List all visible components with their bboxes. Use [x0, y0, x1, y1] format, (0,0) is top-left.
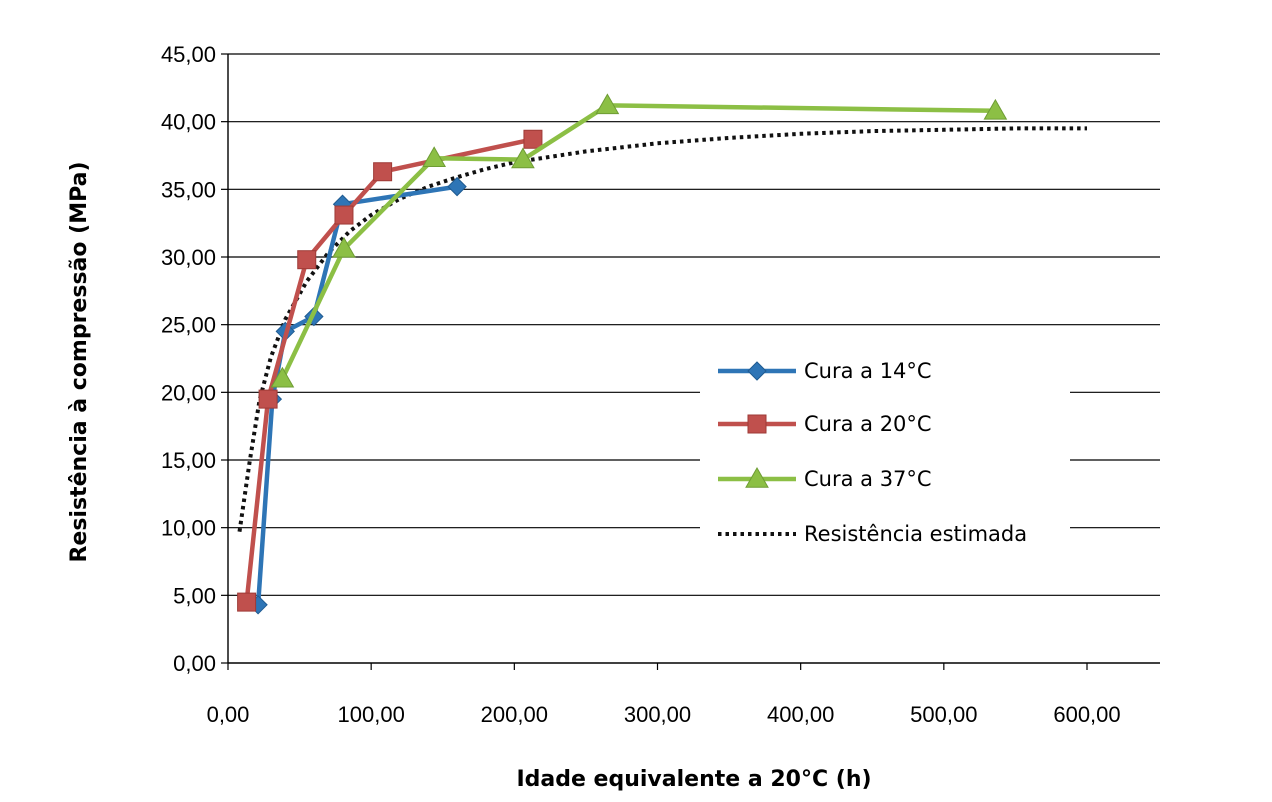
y-tick-label: 20,00: [161, 380, 216, 405]
series-line: [255, 184, 458, 605]
axes: [221, 53, 1160, 670]
y-tick-label: 30,00: [161, 245, 216, 270]
legend-label: Resistência estimada: [804, 522, 1027, 546]
x-axis-title: Idade equivalente a 20°C (h): [516, 767, 871, 792]
data-point: [373, 162, 393, 182]
data-point: [983, 98, 1008, 120]
x-tick-label: 200,00: [481, 702, 548, 727]
series-line: [280, 103, 996, 380]
y-tick-label: 25,00: [161, 313, 216, 338]
y-tick-label: 15,00: [161, 448, 216, 473]
x-tick-labels: 0,00 100,00 200,00 300,00 400,00 500,00 600,00: [207, 702, 1121, 727]
series-4: [237, 126, 1087, 532]
legend-entry: Resistência estimada: [718, 522, 1027, 546]
series-layer: [237, 93, 1087, 615]
x-tick-label: 300,00: [624, 702, 691, 727]
data-point: [595, 93, 620, 115]
legend-label: Cura a 37°C: [804, 467, 932, 491]
y-tick-label: 40,00: [161, 110, 216, 135]
legend-marker: [747, 414, 767, 434]
data-point: [332, 236, 356, 258]
x-tick-label: 100,00: [338, 702, 405, 727]
data-point: [270, 366, 295, 388]
legend: Cura a 14°C Cura a 20°C Cura a 37°C Resistê…: [700, 340, 1070, 560]
series-line: [237, 126, 1087, 532]
y-tick-label: 45,00: [161, 42, 216, 67]
data-point: [297, 250, 317, 270]
y-tick-label: 35,00: [161, 177, 216, 202]
series-3: [270, 93, 1008, 388]
data-point: [334, 205, 354, 225]
x-tick-label: 600,00: [1053, 702, 1120, 727]
y-tick-label: 5,00: [173, 583, 216, 608]
x-tick-label: 500,00: [910, 702, 977, 727]
legend-label: Cura a 20°C: [804, 412, 932, 436]
legend-marker: [745, 466, 769, 488]
x-tick-label: 0,00: [207, 702, 250, 727]
legend-label: Cura a 14°C: [804, 359, 932, 383]
data-point: [511, 147, 535, 169]
y-tick-label: 10,00: [161, 516, 216, 541]
data-point: [523, 129, 543, 149]
gridlines: [228, 53, 1160, 596]
y-tick-label: 0,00: [173, 651, 216, 676]
legend-box: [700, 340, 1070, 560]
y-axis-title: Resistência à compressão (MPa): [67, 161, 92, 562]
y-tick-labels: 0,00 5,00 10,00 15,00 20,00 25,00 30,00 35,00 40…: [161, 42, 216, 676]
legend-entry: Cura a 37°C: [718, 466, 932, 491]
legend-entry: Cura a 20°C: [718, 412, 932, 436]
series-1: [248, 176, 467, 615]
data-point: [422, 146, 447, 167]
legend-marker: [747, 361, 767, 381]
data-point: [447, 176, 467, 197]
data-point: [237, 592, 257, 612]
series-2: [237, 129, 543, 612]
x-tick-label: 400,00: [767, 702, 834, 727]
legend-entry: Cura a 14°C: [718, 359, 932, 383]
series-line: [244, 137, 534, 603]
data-point: [258, 389, 278, 409]
